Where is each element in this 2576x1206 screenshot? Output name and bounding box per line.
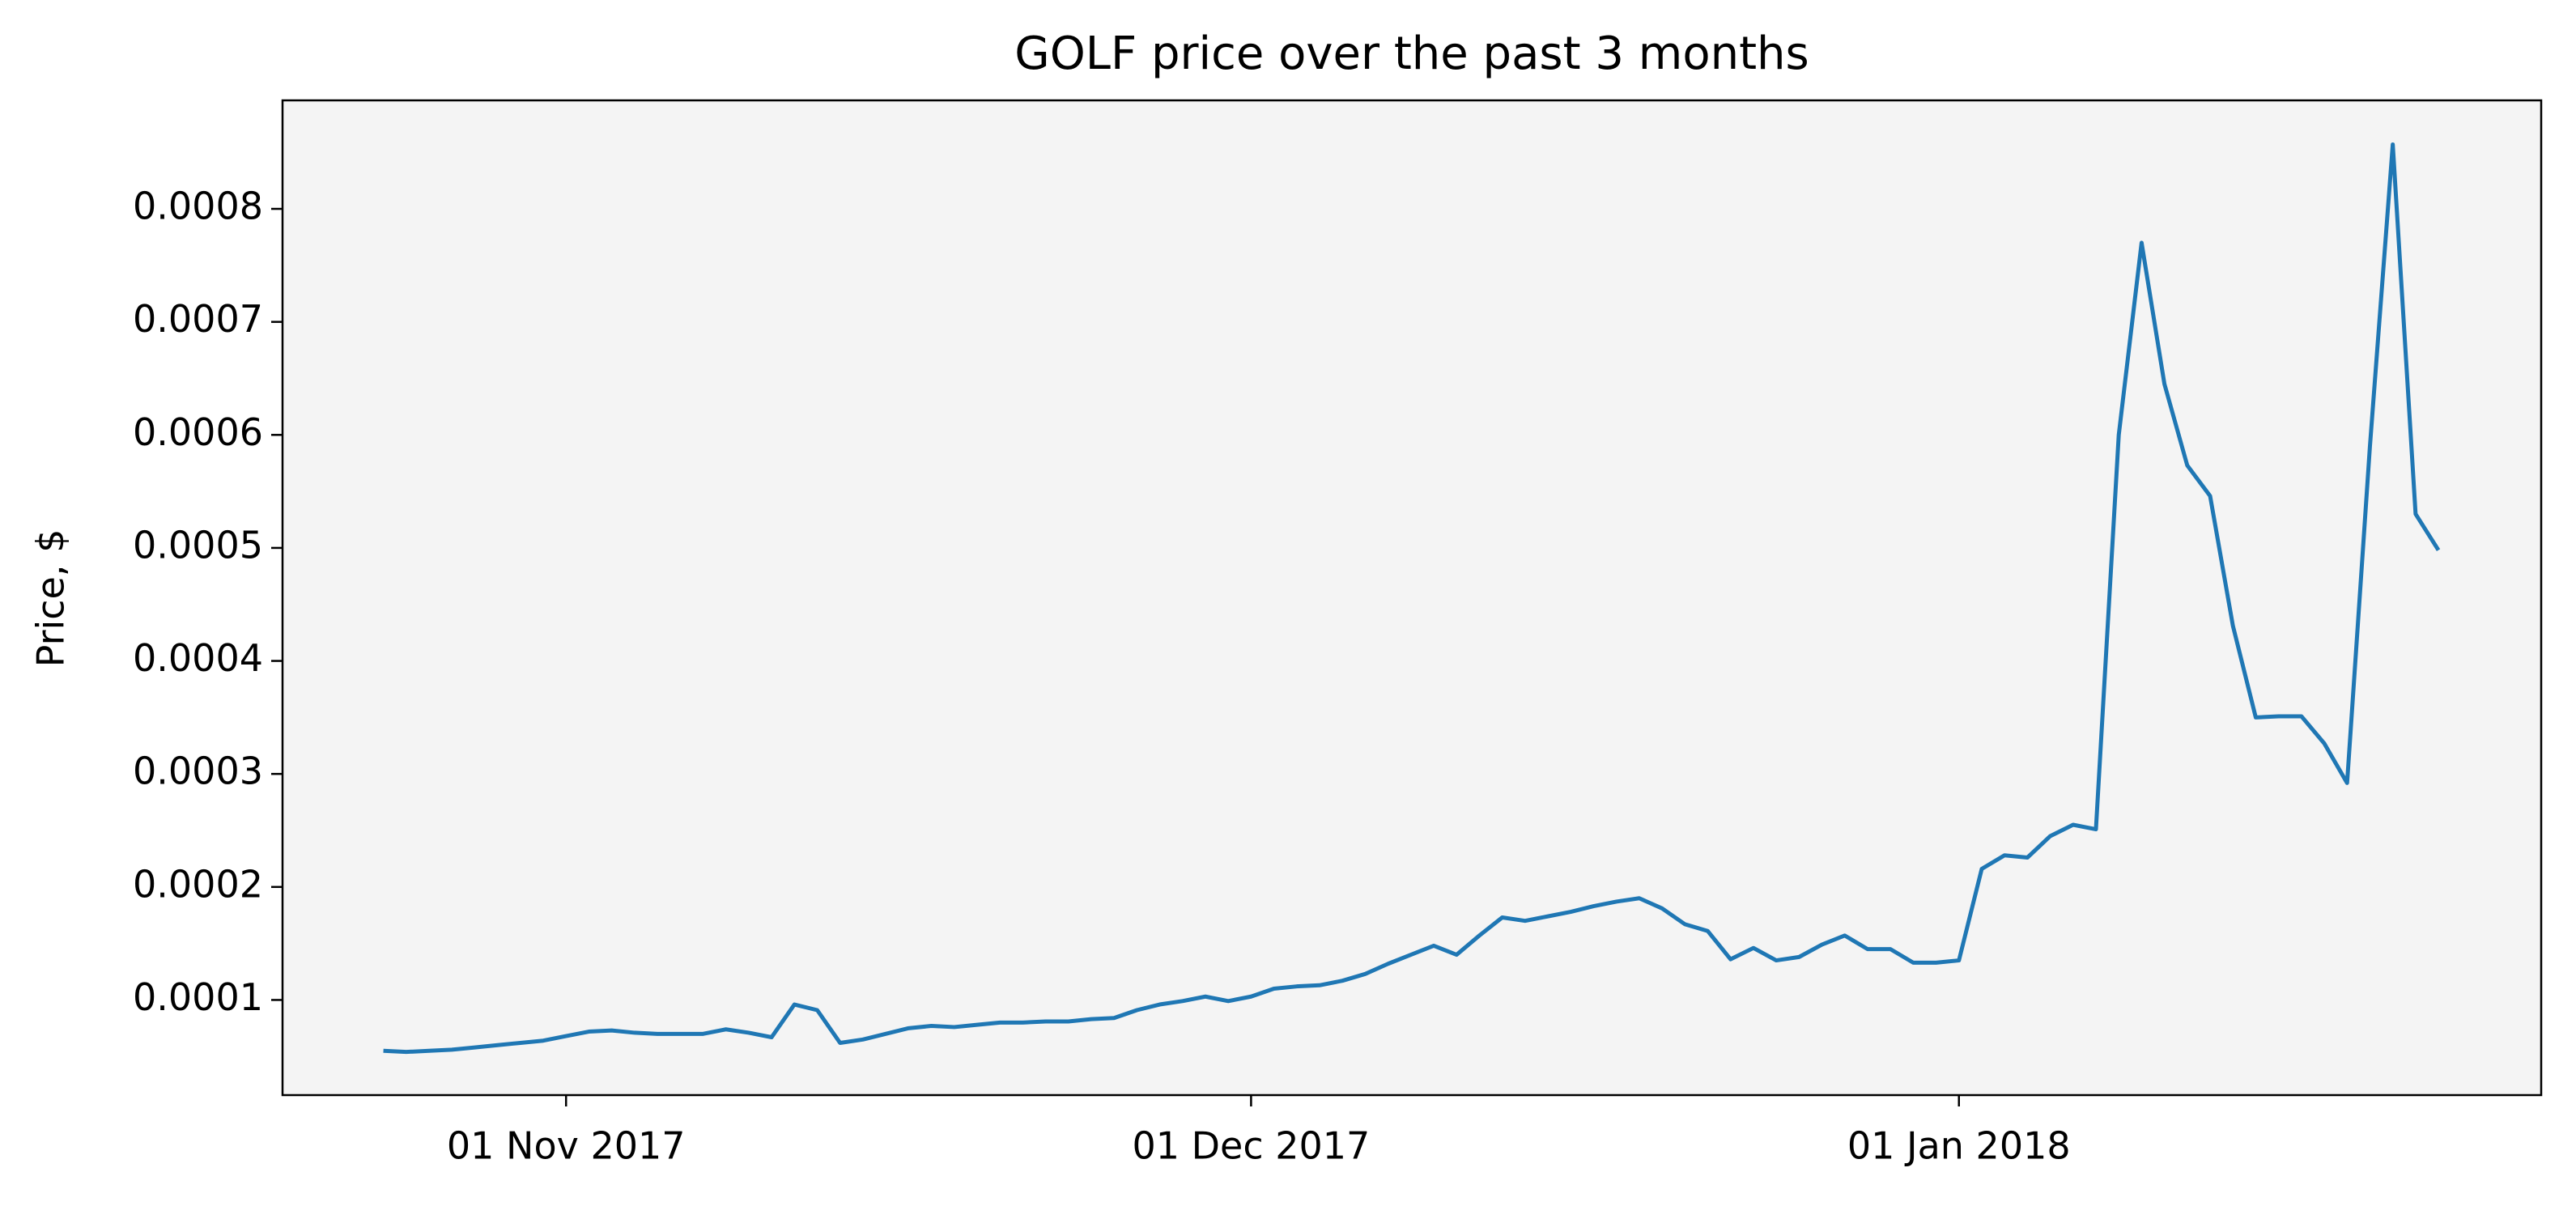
y-tick-label: 0.0002 <box>133 862 263 906</box>
y-axis-label: Price, $ <box>29 529 73 668</box>
y-tick-label: 0.0008 <box>133 185 263 228</box>
x-tick-label: 01 Dec 2017 <box>1132 1124 1370 1168</box>
chart-title: GOLF price over the past 3 months <box>1014 28 1809 80</box>
x-tick-label: 01 Jan 2018 <box>1847 1124 2071 1168</box>
y-tick-label: 0.0007 <box>133 297 263 341</box>
y-tick-label: 0.0001 <box>133 975 263 1019</box>
price-line <box>383 142 2441 1055</box>
y-tick-label: 0.0006 <box>133 410 263 454</box>
x-tick-label: 01 Nov 2017 <box>447 1124 686 1168</box>
plot-area <box>283 100 2541 1095</box>
y-tick-label: 0.0003 <box>133 750 263 793</box>
plot-frame <box>281 99 2543 1097</box>
y-tick-label: 0.0005 <box>133 523 263 567</box>
y-tick-label: 0.0004 <box>133 636 263 680</box>
